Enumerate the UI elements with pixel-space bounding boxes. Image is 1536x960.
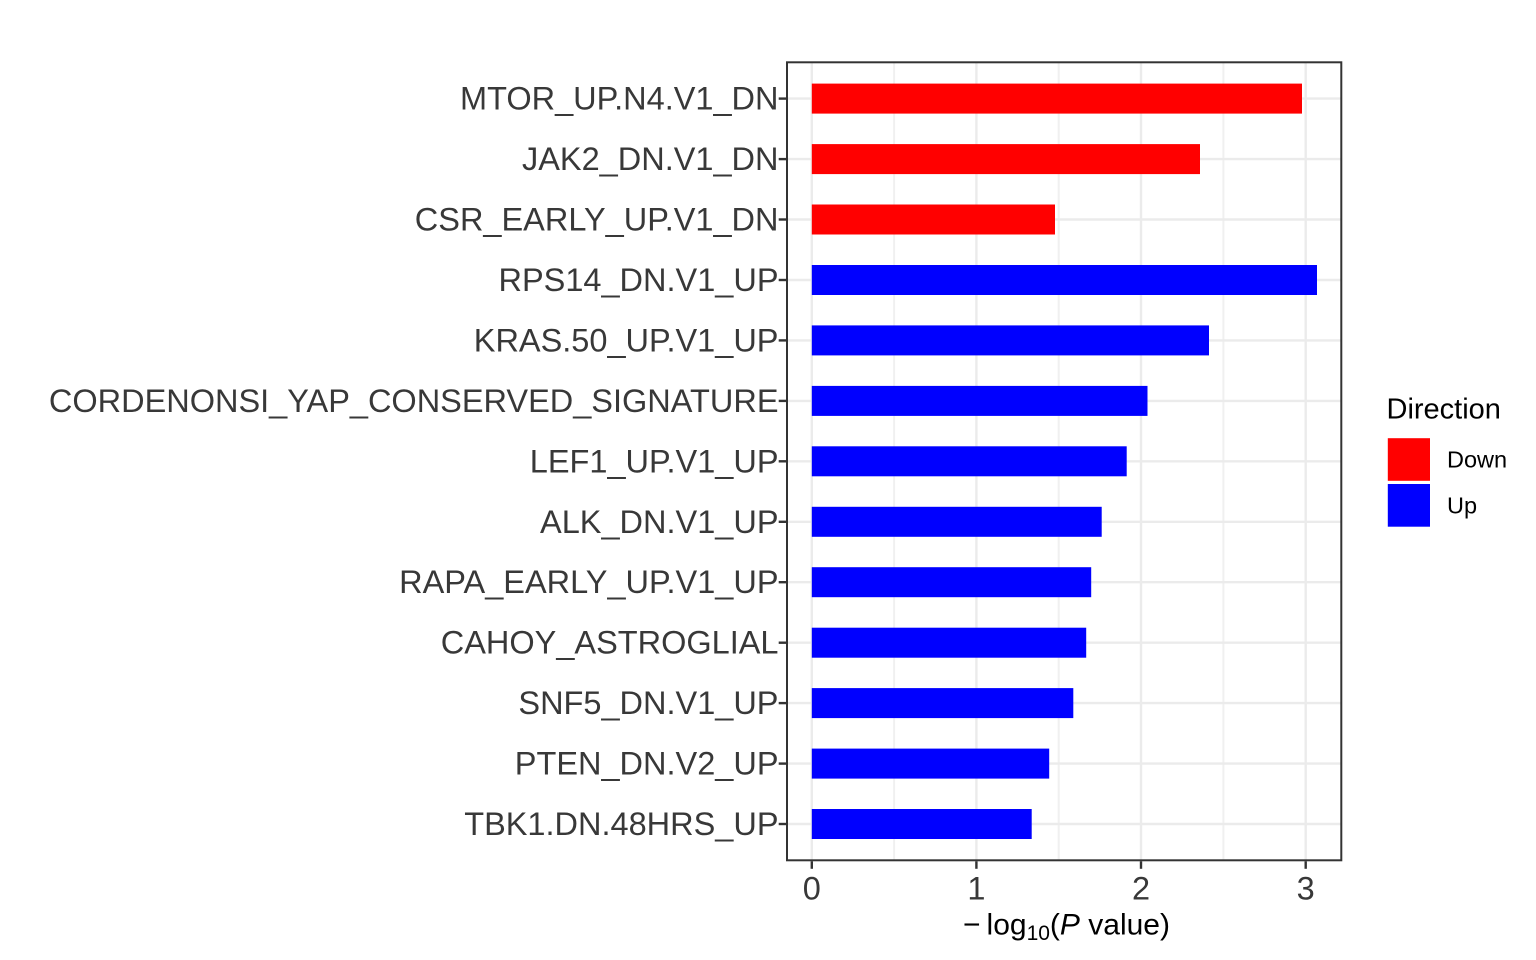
svg-text:JAK2_DN.V1_DN: JAK2_DN.V1_DN — [522, 141, 779, 177]
svg-text:SNF5_DN.V1_UP: SNF5_DN.V1_UP — [518, 685, 778, 721]
svg-text:TBK1.DN.48HRS_UP: TBK1.DN.48HRS_UP — [464, 806, 778, 842]
svg-text:0: 0 — [803, 871, 821, 907]
svg-text:Direction: Direction — [1387, 394, 1501, 426]
svg-text:LEF1_UP.V1_UP: LEF1_UP.V1_UP — [530, 443, 779, 479]
svg-text:KRAS.50_UP.V1_UP: KRAS.50_UP.V1_UP — [474, 322, 779, 358]
svg-text:PTEN_DN.V2_UP: PTEN_DN.V2_UP — [515, 746, 779, 782]
svg-text:CAHOY_ASTROGLIAL: CAHOY_ASTROGLIAL — [441, 625, 779, 661]
svg-text:3: 3 — [1297, 871, 1315, 907]
svg-text:Down: Down — [1447, 447, 1507, 473]
svg-text:− log10(P value): − log10(P value) — [963, 909, 1170, 946]
svg-text:1: 1 — [967, 871, 985, 907]
svg-text:RAPA_EARLY_UP.V1_UP: RAPA_EARLY_UP.V1_UP — [399, 564, 778, 600]
svg-text:CORDENONSI_YAP_CONSERVED_SIGNA: CORDENONSI_YAP_CONSERVED_SIGNATURE — [49, 383, 779, 419]
svg-text:RPS14_DN.V1_UP: RPS14_DN.V1_UP — [499, 262, 779, 298]
svg-text:ALK_DN.V1_UP: ALK_DN.V1_UP — [540, 504, 778, 540]
svg-text:MTOR_UP.N4.V1_DN: MTOR_UP.N4.V1_DN — [460, 81, 779, 117]
svg-text:2: 2 — [1132, 871, 1150, 907]
svg-text:CSR_EARLY_UP.V1_DN: CSR_EARLY_UP.V1_DN — [415, 202, 779, 238]
svg-text:Up: Up — [1447, 493, 1477, 519]
